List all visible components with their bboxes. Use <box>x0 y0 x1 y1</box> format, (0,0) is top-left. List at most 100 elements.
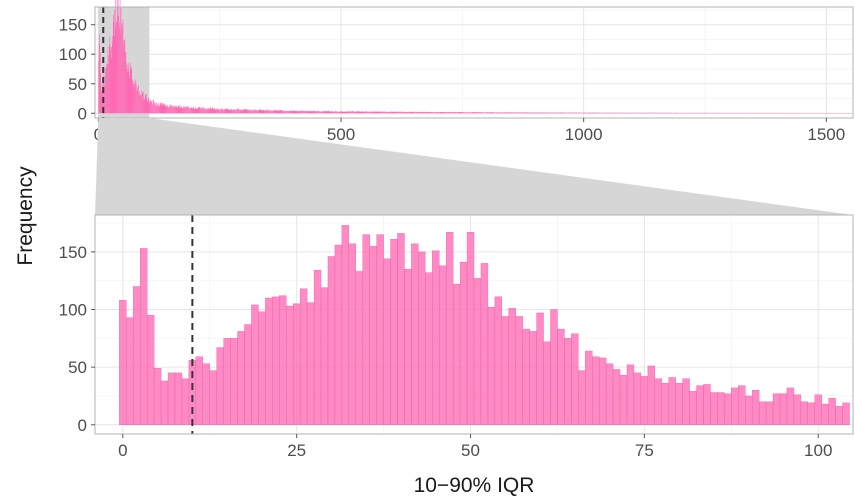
overview-bar <box>154 105 156 114</box>
overview-bar <box>307 111 308 114</box>
overview-bar <box>596 112 597 114</box>
overview-bar <box>554 112 556 114</box>
overview-bar <box>204 107 206 114</box>
overview-bar <box>343 111 345 114</box>
overview-bar <box>486 112 488 114</box>
detail-bar <box>696 385 704 425</box>
overview-bar <box>617 112 618 114</box>
overview-bar <box>132 84 134 114</box>
detail-x-tick-label: 50 <box>461 441 480 460</box>
overview-bar <box>114 0 116 114</box>
overview-bar <box>337 111 338 114</box>
overview-bar <box>542 112 544 114</box>
detail-bar <box>772 393 781 425</box>
overview-bar <box>363 111 364 114</box>
overview-bar <box>407 112 408 114</box>
overview-bar <box>259 109 261 114</box>
overview-bar <box>135 79 136 114</box>
overview-bar <box>376 111 378 114</box>
overview-bar <box>380 111 381 114</box>
overview-bar <box>343 111 345 114</box>
overview-bar <box>605 112 607 114</box>
overview-bar <box>564 112 565 114</box>
overview-bar <box>605 112 606 114</box>
overview-bar <box>334 111 335 114</box>
overview-bar <box>584 112 586 114</box>
detail-bar <box>195 356 203 425</box>
overview-bar <box>108 54 110 114</box>
overview-bar <box>98 60 99 114</box>
overview-bar <box>594 112 596 114</box>
detail-bar <box>279 295 287 425</box>
detail-x-tick-label: 25 <box>287 441 306 460</box>
overview-bar <box>498 112 499 114</box>
overview-bar <box>418 112 419 114</box>
overview-bar <box>596 112 598 114</box>
overview-bar <box>141 97 142 114</box>
overview-bar <box>495 112 497 114</box>
overview-bar <box>460 112 462 114</box>
overview-bar <box>268 111 270 114</box>
detail-bar <box>501 316 509 425</box>
detail-bar <box>522 328 530 425</box>
overview-bar <box>585 112 587 114</box>
overview-bar <box>568 112 570 114</box>
overview-bar <box>601 112 602 114</box>
overview-bar <box>616 112 618 114</box>
overview-y-tick-label: 50 <box>68 75 87 94</box>
detail-bar <box>223 338 231 425</box>
overview-bar <box>207 108 209 114</box>
overview-bar <box>463 112 465 114</box>
overview-bar <box>572 112 574 114</box>
overview-bar <box>445 112 446 114</box>
overview-bar <box>172 104 174 114</box>
overview-bar <box>549 112 551 114</box>
overview-bar <box>324 110 325 114</box>
detail-bar <box>146 315 155 425</box>
overview-bar <box>297 110 299 114</box>
overview-bar <box>226 108 227 114</box>
overview-bar <box>117 0 119 114</box>
overview-bar <box>283 110 284 114</box>
overview-bar <box>632 112 634 114</box>
overview-bar <box>462 112 464 114</box>
overview-bar <box>624 112 626 114</box>
overview-bar <box>460 112 462 114</box>
detail-bar <box>355 271 363 425</box>
overview-bar <box>377 111 379 114</box>
overview-bar <box>614 112 615 114</box>
overview-bar <box>620 112 622 114</box>
overview-bar <box>444 112 445 114</box>
overview-bar <box>366 111 367 114</box>
detail-bar <box>160 380 169 425</box>
overview-bars <box>98 0 853 114</box>
overview-bar <box>521 112 523 114</box>
overview-bar <box>289 110 290 114</box>
detail-y-tick-label: 0 <box>78 416 87 435</box>
overview-bar <box>647 112 648 114</box>
overview-bar <box>540 112 542 114</box>
detail-bar <box>466 232 475 425</box>
overview-bar <box>341 111 343 114</box>
overview-bar <box>389 111 391 114</box>
overview-bar <box>127 64 129 114</box>
overview-bar <box>472 112 473 114</box>
overview-bar <box>408 111 410 114</box>
overview-bar <box>599 112 601 114</box>
overview-bar <box>452 112 453 114</box>
overview-bar <box>479 112 480 114</box>
overview-bar <box>201 107 202 114</box>
overview-bar <box>308 111 310 114</box>
detail-bar <box>334 244 343 425</box>
overview-bar <box>608 112 610 114</box>
overview-bar <box>639 112 641 114</box>
overview-bar <box>176 105 178 114</box>
overview-bar <box>153 99 154 114</box>
detail-bar <box>487 307 496 425</box>
overview-bar <box>359 111 361 114</box>
overview-bar <box>338 111 340 114</box>
overview-bar <box>507 112 509 114</box>
overview-bar <box>167 104 168 114</box>
overview-bar <box>121 23 123 114</box>
overview-bar <box>424 111 426 114</box>
